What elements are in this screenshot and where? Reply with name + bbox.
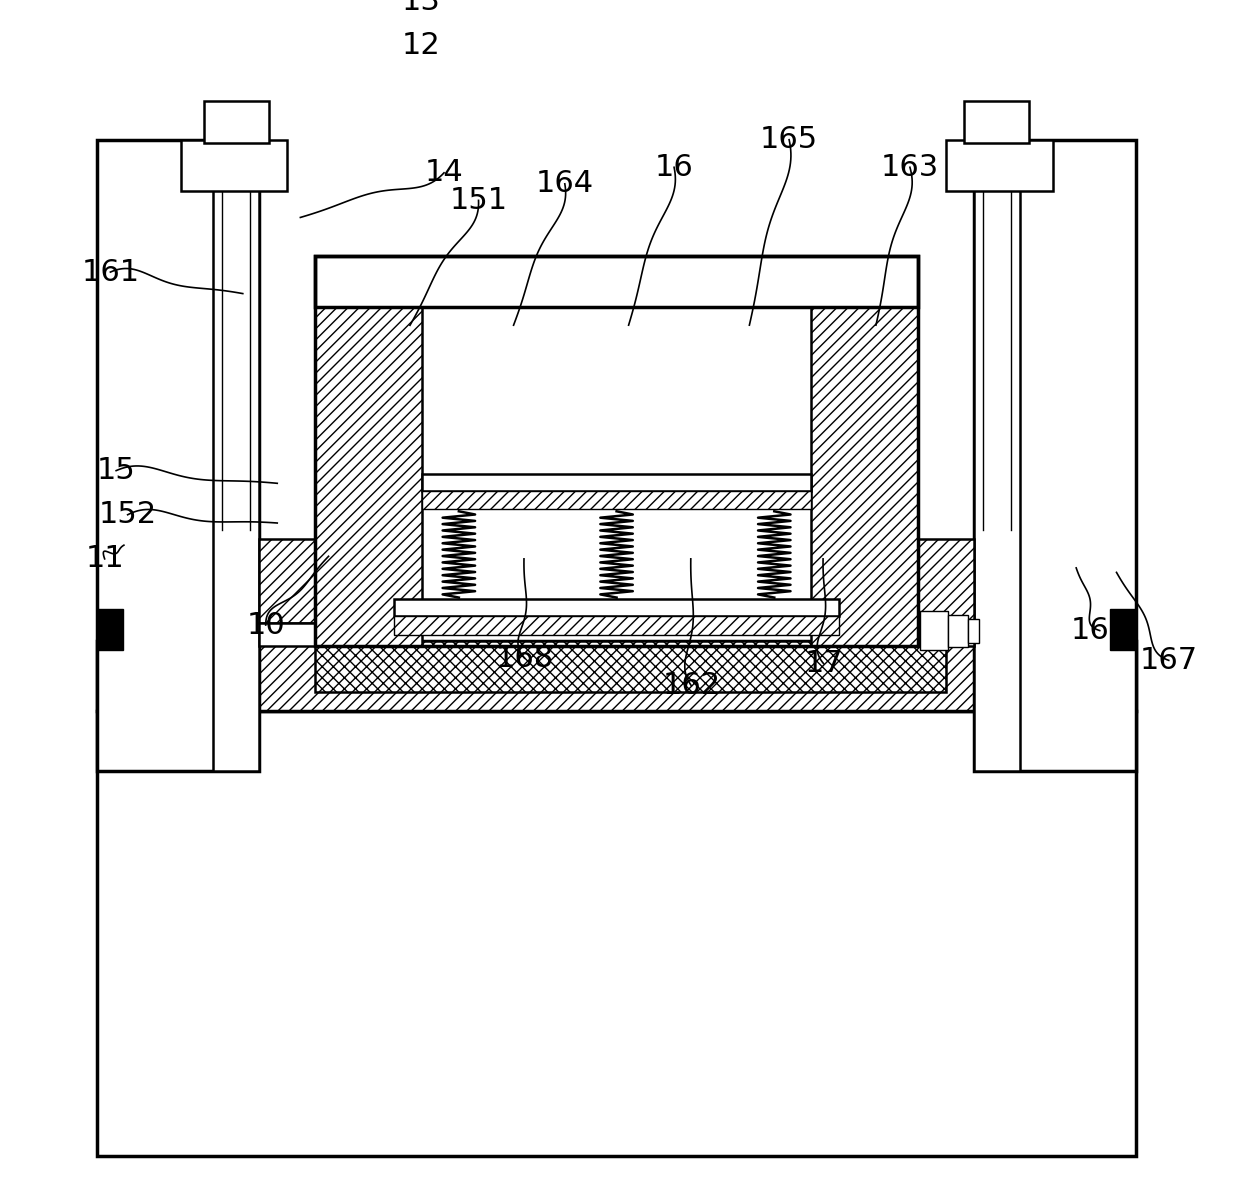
Bar [259,539,329,623]
Text: 164: 164 [536,169,594,199]
Bar [973,140,1136,770]
Text: 13: 13 [402,0,440,17]
Text: 14: 14 [424,158,464,188]
Bar [394,599,839,616]
Bar [97,609,123,650]
Text: 168: 168 [496,643,554,673]
Text: 162: 162 [662,672,720,700]
Bar [315,641,946,692]
Bar [965,101,1029,143]
Bar [811,256,918,646]
Bar [259,623,329,646]
Bar [97,140,259,770]
Bar [920,611,947,650]
Bar [394,616,839,635]
Bar [181,140,288,191]
Text: 151: 151 [449,185,507,215]
Bar [213,140,259,770]
Text: 161: 161 [82,258,139,287]
Bar [947,615,968,647]
Bar [315,256,918,646]
Text: 165: 165 [760,125,818,155]
Bar [904,539,973,623]
Text: 15: 15 [97,457,135,485]
Bar [422,474,811,491]
Bar [315,256,422,646]
Bar [973,140,1021,770]
Bar [315,256,918,307]
Text: 163: 163 [880,152,939,182]
Bar [203,101,269,143]
Bar [968,619,980,643]
Bar [904,623,973,646]
Bar [946,140,1053,191]
Text: 152: 152 [99,501,156,529]
Text: 11: 11 [86,545,124,573]
Bar [97,641,1136,711]
Bar [422,491,811,509]
Text: 166: 166 [1070,616,1128,646]
Text: 16: 16 [655,152,693,182]
Text: 10: 10 [247,611,285,640]
Text: 17: 17 [805,649,843,678]
Bar [1110,609,1136,650]
Text: 12: 12 [402,31,440,61]
Text: 167: 167 [1140,646,1198,675]
Bar [97,711,1136,1156]
